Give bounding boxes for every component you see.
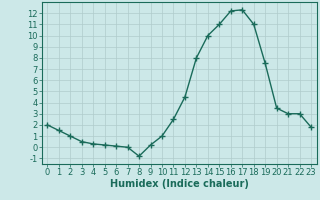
X-axis label: Humidex (Indice chaleur): Humidex (Indice chaleur)	[110, 179, 249, 189]
